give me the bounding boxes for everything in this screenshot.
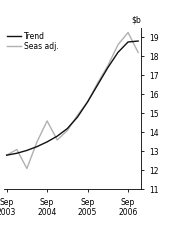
Trend xyxy=(97,83,99,86)
Trend xyxy=(56,135,58,137)
Trend xyxy=(76,116,79,119)
Seas adj. xyxy=(16,148,18,151)
Trend xyxy=(46,140,48,143)
Seas adj. xyxy=(117,43,119,46)
Trend xyxy=(127,41,129,43)
Trend xyxy=(107,66,109,69)
Seas adj. xyxy=(127,31,129,34)
Trend xyxy=(6,154,8,157)
Seas adj. xyxy=(137,51,139,54)
Seas adj. xyxy=(56,139,58,141)
Text: $b: $b xyxy=(131,15,141,24)
Seas adj. xyxy=(46,120,48,122)
Trend xyxy=(66,127,68,130)
Seas adj. xyxy=(66,129,68,132)
Trend xyxy=(137,40,139,43)
Seas adj. xyxy=(26,167,28,170)
Line: Trend: Trend xyxy=(7,41,138,155)
Trend xyxy=(87,100,89,103)
Trend xyxy=(16,152,18,155)
Trend xyxy=(117,51,119,54)
Trend xyxy=(26,149,28,152)
Seas adj. xyxy=(97,82,99,84)
Seas adj. xyxy=(107,64,109,67)
Line: Seas adj.: Seas adj. xyxy=(7,33,138,168)
Trend xyxy=(36,145,38,148)
Seas adj. xyxy=(36,140,38,143)
Seas adj. xyxy=(6,154,8,157)
Seas adj. xyxy=(76,114,79,117)
Legend: Trend, Seas adj.: Trend, Seas adj. xyxy=(7,32,59,51)
Seas adj. xyxy=(87,100,89,103)
